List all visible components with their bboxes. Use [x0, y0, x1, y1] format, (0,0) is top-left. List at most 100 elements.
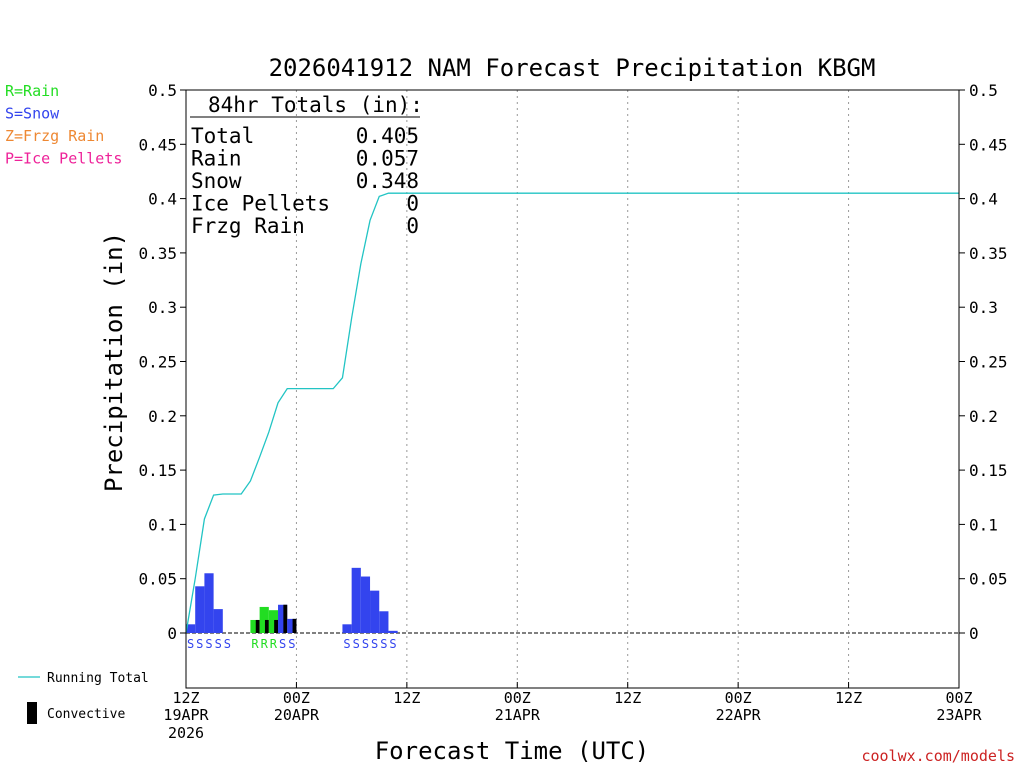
y-tick-label-right: 0.35 [969, 244, 1008, 263]
y-tick-label-right: 0 [969, 624, 979, 643]
y-tick-label-left: 0.05 [138, 570, 177, 589]
y-axis-label: Precipitation (in) [100, 232, 128, 492]
precip-type-letter: S [343, 637, 350, 651]
precip-type-letter: S [380, 637, 387, 651]
x-tick-label: 00Z [283, 689, 310, 707]
y-tick-label-right: 0.3 [969, 298, 998, 317]
precip-type-letter: R [270, 637, 278, 651]
precip-bar [250, 619, 260, 633]
precip-bar [278, 604, 288, 633]
totals-row-label: Ice Pellets [191, 192, 330, 216]
running-total-line [185, 192, 959, 634]
precip-type-letter: S [362, 637, 369, 651]
precip-bar [360, 576, 371, 633]
legend-type: S=Snow [5, 105, 60, 123]
x-tick-year: 2026 [168, 724, 204, 742]
chart-title: 2026041912 NAM Forecast Precipitation KB… [269, 54, 876, 82]
precip-bar [259, 606, 269, 633]
totals-row-label: Total [191, 124, 254, 148]
totals-row-label: Frzg Rain [191, 214, 305, 238]
precip-bar [388, 630, 398, 633]
legend-type: R=Rain [5, 82, 59, 100]
convective-bar [292, 618, 297, 633]
precip-type-letter: S [288, 637, 295, 651]
legend-type: Z=Frzg Rain [5, 127, 104, 145]
precip-bar [379, 611, 389, 633]
legend-running-total-label: Running Total [47, 671, 149, 686]
y-tick-label-left: 0.25 [138, 353, 177, 372]
y-tick-label-right: 0.5 [969, 81, 998, 100]
precip-bar [204, 573, 214, 633]
totals-row-value: 0.405 [356, 124, 419, 148]
y-tick-label-left: 0 [167, 624, 177, 643]
precip-type-letter: R [251, 637, 259, 651]
precip-type-letter: S [279, 637, 286, 651]
convective-bar [255, 619, 260, 633]
y-tick-label-left: 0.5 [148, 81, 177, 100]
y-tick-label-left: 0.45 [138, 135, 177, 154]
y-tick-label-right: 0.4 [969, 190, 998, 209]
y-tick-label-right: 0.45 [969, 135, 1008, 154]
grid [186, 90, 959, 688]
y-tick-label-right: 0.2 [969, 407, 998, 426]
x-axis-label: Forecast Time (UTC) [375, 737, 650, 765]
convective-bar [274, 619, 279, 633]
chart-text: 0 00.05 0.050.1 0.10.15 0.150.2 0.20.25 0.250.… [5, 54, 1015, 765]
x-tick-date: 22APR [716, 706, 762, 724]
precip-type-letter: S [371, 637, 378, 651]
x-tick-date: 19APR [163, 706, 209, 724]
totals-row-value: 0.057 [356, 147, 419, 171]
y-tick-label-right: 0.1 [969, 515, 998, 534]
x-tick-date: 21APR [495, 706, 541, 724]
precip-type-letter: S [389, 637, 396, 651]
x-tick-label: 12Z [393, 689, 420, 707]
precip-type-letter: S [215, 637, 222, 651]
precip-type-letter: S [205, 637, 212, 651]
precip-bar [370, 590, 380, 633]
x-tick-label: 00Z [945, 689, 972, 707]
legend-convective-label: Convective [47, 707, 125, 722]
totals-row-value: 0.348 [356, 169, 419, 193]
x-tick-label: 00Z [725, 689, 752, 707]
y-tick-label-left: 0.2 [148, 407, 177, 426]
precip-type-letter: S [196, 637, 203, 651]
precip-bar [186, 624, 196, 633]
y-tick-label-left: 0.1 [148, 515, 177, 534]
precip-bar [213, 609, 223, 633]
y-tick-label-right: 0.25 [969, 353, 1008, 372]
totals-row-value: 0 [406, 192, 419, 216]
convective-bar [283, 604, 288, 633]
y-tick-label-right: 0.05 [969, 570, 1008, 589]
precip-bar [268, 610, 279, 633]
precip-bar [287, 618, 297, 633]
plot-frame [185, 89, 960, 689]
precip-bar [351, 567, 361, 633]
precip-type-letter: S [187, 637, 194, 651]
precip-type-letter: S [224, 637, 231, 651]
x-tick-label: 12Z [614, 689, 641, 707]
y-tick-label-left: 0.35 [138, 244, 177, 263]
totals-row-label: Snow [191, 169, 242, 193]
y-tick-label-left: 0.15 [138, 461, 177, 480]
y-tick-label-left: 0.3 [148, 298, 177, 317]
legend-type: P=Ice Pellets [5, 150, 122, 168]
x-tick-label: 00Z [504, 689, 531, 707]
totals-row-value: 0 [406, 214, 419, 238]
running-total [185, 192, 959, 634]
totals-row-label: Rain [191, 147, 242, 171]
precip-type-letter: R [261, 637, 269, 651]
bars [186, 567, 398, 633]
convective-bar [264, 619, 269, 633]
legend-convective-swatch [27, 702, 37, 724]
precip-bar [195, 586, 205, 633]
x-tick-label: 12Z [172, 689, 199, 707]
y-tick-label-left: 0.4 [148, 190, 177, 209]
totals-heading: 84hr Totals (in): [208, 93, 423, 117]
precip-type-letter: S [353, 637, 360, 651]
precip-bar [342, 624, 352, 633]
x-tick-label: 12Z [835, 689, 862, 707]
x-tick-date: 20APR [274, 706, 320, 724]
y-tick-label-right: 0.15 [969, 461, 1008, 480]
axes [180, 89, 965, 689]
